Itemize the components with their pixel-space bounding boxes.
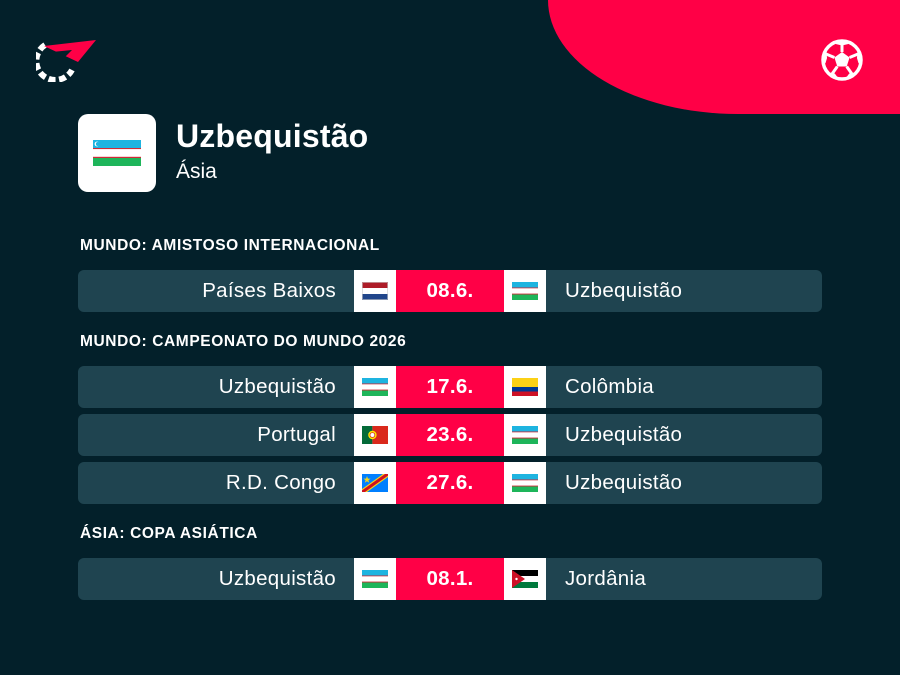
uzbekistan-flag <box>93 140 141 166</box>
home-team[interactable]: R.D. Congo <box>225 471 336 494</box>
match-row[interactable]: Uzbequistão 08.1. Jordânia <box>78 558 822 600</box>
match-row[interactable]: Uzbequistão 17.6. Colômbia <box>78 366 822 408</box>
section-title: ÁSIA: COPA ASIÁTICA <box>80 525 258 542</box>
away-flag-cell <box>504 462 546 504</box>
home-team[interactable]: Portugal <box>257 423 336 446</box>
home-flag-cell <box>354 366 396 408</box>
match-row[interactable]: Portugal 23.6. Uzbequistão <box>78 414 822 456</box>
match-date[interactable]: 08.1. <box>396 558 504 600</box>
away-team[interactable]: Uzbequistão <box>565 471 683 494</box>
away-flag-cell <box>504 270 546 312</box>
colombia-flag <box>512 378 538 396</box>
away-flag-cell <box>504 414 546 456</box>
away-team[interactable]: Jordânia <box>565 567 647 590</box>
team-region: Ásia <box>176 160 217 183</box>
match-date[interactable]: 23.6. <box>396 414 504 456</box>
uzbekistan-flag <box>512 426 538 444</box>
away-flag-cell <box>504 366 546 408</box>
portugal-flag <box>362 426 388 444</box>
home-team[interactable]: Uzbequistão <box>218 375 336 398</box>
away-team[interactable]: Colômbia <box>565 375 654 398</box>
uzbekistan-flag <box>512 282 538 300</box>
home-team[interactable]: Uzbequistão <box>218 567 336 590</box>
flashscore-logo-icon[interactable] <box>36 36 96 82</box>
match-date[interactable]: 08.6. <box>396 270 504 312</box>
home-flag-cell <box>354 558 396 600</box>
home-flag-cell <box>354 462 396 504</box>
match-row[interactable]: R.D. Congo 27.6. Uzbequistão <box>78 462 822 504</box>
home-team[interactable]: Países Baixos <box>202 279 336 302</box>
match-date[interactable]: 27.6. <box>396 462 504 504</box>
uzbekistan-flag <box>362 570 388 588</box>
away-team[interactable]: Uzbequistão <box>565 423 683 446</box>
team-name: Uzbequistão <box>176 118 369 154</box>
section-title: MUNDO: CAMPEONATO DO MUNDO 2026 <box>80 333 407 350</box>
jordan-flag <box>512 570 538 588</box>
uzbekistan-flag <box>512 474 538 492</box>
away-flag-cell <box>504 558 546 600</box>
team-flag-card <box>78 114 156 192</box>
match-date[interactable]: 17.6. <box>396 366 504 408</box>
uzbekistan-flag <box>362 378 388 396</box>
section-title: MUNDO: AMISTOSO INTERNACIONAL <box>80 237 380 254</box>
match-row[interactable]: Países Baixos 08.6. Uzbequistão <box>78 270 822 312</box>
home-flag-cell <box>354 270 396 312</box>
dr-congo-flag <box>362 474 388 492</box>
home-flag-cell <box>354 414 396 456</box>
netherlands-flag <box>362 282 388 300</box>
football-icon[interactable] <box>820 38 864 82</box>
away-team[interactable]: Uzbequistão <box>565 279 683 302</box>
